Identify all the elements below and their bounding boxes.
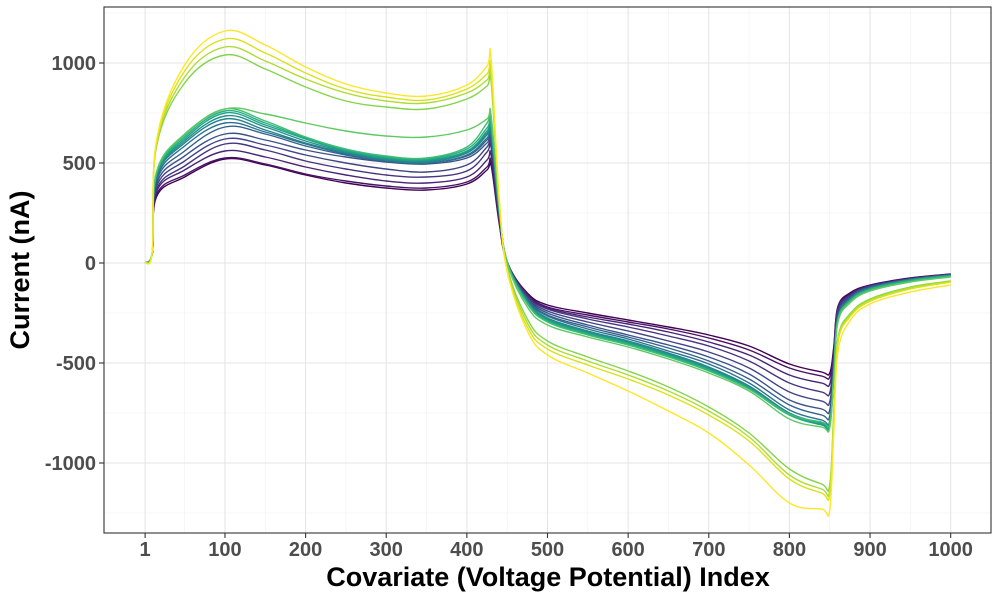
y-axis-ticks: -1000 -500 0 500 1000: [45, 53, 104, 475]
y-tick-label: -500: [56, 353, 96, 375]
y-tick-label: 0: [85, 253, 96, 275]
series-line-18: [144, 29, 951, 517]
x-tick-label: 900: [853, 539, 886, 561]
x-tick-label: 600: [611, 539, 644, 561]
x-tick-label: 300: [370, 539, 403, 561]
x-tick-label: 200: [289, 539, 322, 561]
x-tick-label: 1000: [928, 539, 973, 561]
grid: [104, 7, 991, 533]
y-axis-title: Current (nA): [5, 191, 35, 350]
x-tick-label: 1: [140, 539, 151, 561]
x-tick-label: 500: [531, 539, 564, 561]
x-axis-ticks: 1 100 200 300 400 500 600 700 800 900 1000: [140, 533, 973, 561]
series-lines: [144, 29, 951, 517]
x-axis-title: Covariate (Voltage Potential) Index: [326, 562, 770, 592]
x-tick-label: 700: [692, 539, 725, 561]
x-tick-label: 400: [450, 539, 483, 561]
x-tick-label: 100: [208, 539, 241, 561]
y-tick-label: -1000: [45, 453, 96, 475]
y-tick-label: 500: [63, 153, 96, 175]
series-line-14: [144, 107, 951, 433]
x-tick-label: 800: [773, 539, 806, 561]
y-tick-label: 1000: [52, 53, 97, 75]
